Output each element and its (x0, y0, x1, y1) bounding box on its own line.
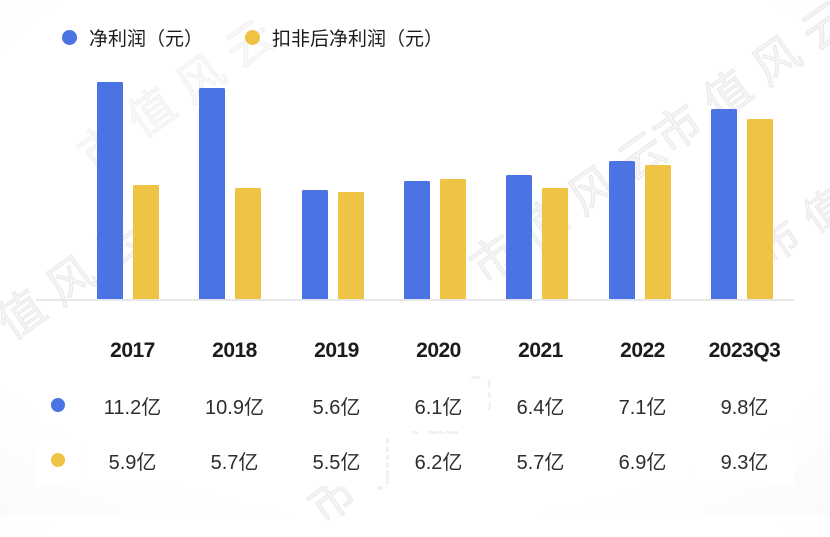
bar-2018 (199, 88, 226, 299)
bar-2020 (439, 179, 466, 299)
table-header-cell: 2018 (185, 326, 284, 376)
bar-2017 (97, 82, 123, 299)
bar-group (608, 161, 671, 299)
bar-2019 (301, 190, 328, 299)
table-value-cell: 5.7亿 (491, 434, 590, 486)
bar-2018 (235, 188, 262, 299)
bar-2021 (542, 188, 569, 299)
legend-label: 净利润（元） (89, 29, 204, 50)
bar-2021 (506, 175, 533, 299)
bar-group (710, 109, 773, 299)
table-value-cell: 9.3亿 (695, 434, 794, 486)
table-series-dot-cell (36, 379, 80, 431)
table-header-cell: 2017 (83, 326, 182, 376)
bar-group (199, 88, 262, 299)
bar-2020 (403, 181, 430, 299)
chart-legend: 净利润（元） 扣非后净利润（元） (62, 24, 443, 51)
bar-2023Q3 (746, 119, 773, 299)
table-value-cell: 6.1亿 (389, 379, 488, 431)
bar-chart (97, 70, 773, 299)
table-value-cell: 5.5亿 (287, 434, 386, 486)
data-table: 2017 2018 2019 2020 2021 2022 2023Q3 11.2亿 10.9… (36, 326, 794, 486)
legend-dot-icon (62, 30, 77, 45)
bar-2022 (644, 165, 671, 299)
table-value-cell: 5.9亿 (83, 434, 182, 486)
table-header-cell: 2021 (491, 326, 590, 376)
table-header-cell: 2019 (287, 326, 386, 376)
table-value-cell: 5.7亿 (185, 434, 284, 486)
table-value-cell: 6.2亿 (389, 434, 488, 486)
table-series-dot-cell (36, 434, 80, 486)
table-value-cell: 11.2亿 (83, 379, 182, 431)
table-value-cell: 9.8亿 (695, 379, 794, 431)
bar-2023Q3 (710, 109, 737, 299)
bar-group (97, 82, 159, 299)
legend-label: 扣非后净利润（元） (272, 29, 444, 50)
table-header-cell (36, 326, 80, 376)
bar-group (506, 175, 569, 299)
table-value-cell: 6.9亿 (593, 434, 692, 486)
table-value-cell: 6.4亿 (491, 379, 590, 431)
legend-dot-icon (245, 30, 261, 45)
table-header-cell: 2020 (389, 326, 488, 376)
legend-item: 扣非后净利润（元） (245, 24, 443, 51)
table-value-cell: 5.6亿 (287, 379, 386, 431)
table-header-cell: 2022 (593, 326, 692, 376)
legend-item: 净利润（元） (62, 24, 203, 51)
x-axis-line (36, 299, 794, 301)
table-value-cell: 10.9亿 (185, 379, 284, 431)
series-dot-icon (51, 398, 65, 412)
table-header-cell: 2023Q3 (695, 326, 794, 376)
bar-2017 (133, 185, 159, 299)
table-value-cell: 7.1亿 (593, 379, 692, 431)
bar-group (403, 179, 466, 299)
bar-2019 (337, 192, 364, 299)
series-dot-icon (51, 453, 65, 467)
bar-group (301, 190, 364, 299)
bar-2022 (608, 161, 635, 299)
